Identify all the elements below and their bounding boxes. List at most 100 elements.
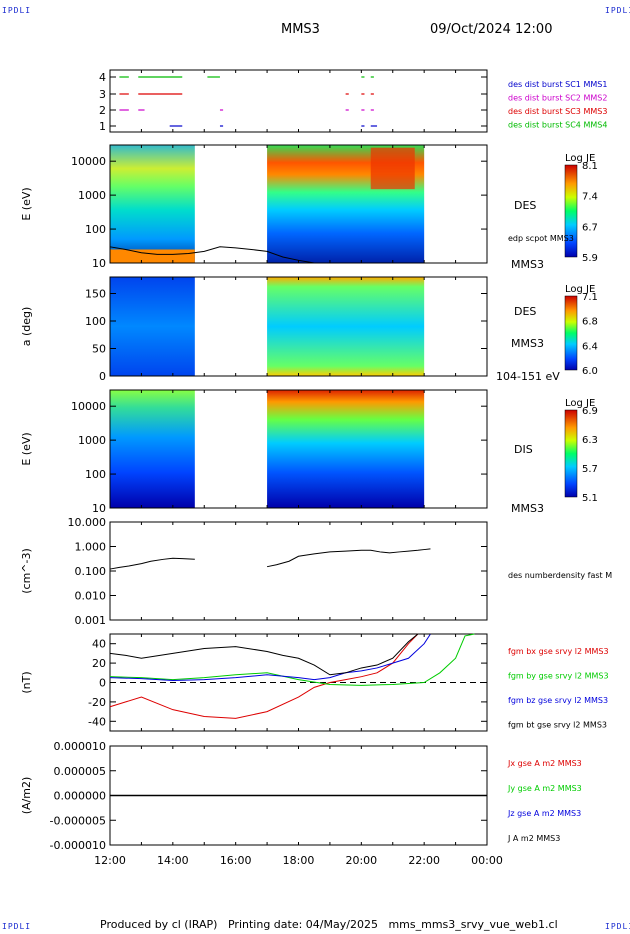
current-density-y-axis-label: (A/m2) xyxy=(20,777,33,815)
current-density-y-tick-label: -0.000005 xyxy=(50,814,106,827)
des-energy-instrument-label: DES xyxy=(514,199,536,212)
current-density-y-tick-label: -0.000010 xyxy=(50,839,106,852)
magnetic-field-series-line xyxy=(109,633,431,676)
des-energy-y-tick-label: 10000 xyxy=(71,155,106,168)
dis-energy-spectrogram-segment xyxy=(267,390,425,508)
burst-legend-entry: des dist burst SC4 MMS4 xyxy=(508,121,607,130)
x-axis-tick-label: 14:00 xyxy=(157,854,189,867)
magnetic-field-y-tick-label: 20 xyxy=(92,657,106,670)
magnetic-field-y-tick-label: 40 xyxy=(92,638,106,651)
burst-legend-entry: des dist burst SC1 MMS1 xyxy=(508,80,607,89)
x-axis-tick-label: 20:00 xyxy=(345,854,377,867)
magnetic-field-series-legend: fgm bz gse srvy l2 MMS3 xyxy=(508,696,608,705)
magnetic-field-series-line xyxy=(109,633,475,686)
magnetic-field-series-legend: fgm bt gse srvy l2 MMS3 xyxy=(508,721,607,730)
des-pitch-angle-spacecraft-label: MMS3 xyxy=(511,337,544,350)
colorbar-tick-label: 6.0 xyxy=(582,366,598,377)
footer: Produced by cl (IRAP) Printing date: 04/… xyxy=(100,918,558,931)
density-y-tick-label: 0.001 xyxy=(75,614,107,627)
colorbar-tick-label: 5.9 xyxy=(582,253,598,264)
current-density-series-legend: Jy gse A m2 MMS3 xyxy=(507,784,582,793)
burst-y-tick-label: 4 xyxy=(99,71,106,84)
current-density-series-legend: Jx gse A m2 MMS3 xyxy=(507,759,582,768)
des-pitch-angle-spectrogram-segment xyxy=(110,277,195,376)
colorbar-tick-label: 5.7 xyxy=(582,464,598,475)
x-axis-tick-label: 12:00 xyxy=(94,854,126,867)
colorbar-tick-label: 7.1 xyxy=(582,292,598,303)
spacecraft-potential-line xyxy=(109,246,315,264)
spacecraft-title: MMS3 xyxy=(281,22,320,37)
colorbar-tick-label: 5.1 xyxy=(582,493,598,504)
colorbar-tick-label: 7.4 xyxy=(582,192,598,203)
colorbar-label: Log JE xyxy=(565,284,595,295)
corner-label: IPDLI xyxy=(2,6,32,15)
colorbar xyxy=(564,295,578,371)
x-axis-tick-label: 18:00 xyxy=(283,854,315,867)
des-pitch-angle-instrument-label: DES xyxy=(514,305,536,318)
footer-product: mms_mms3_srvy_vue_web1.cl xyxy=(388,918,558,931)
des-pitch-angle-y-tick-label: 100 xyxy=(85,315,106,328)
x-axis-tick-label: 00:00 xyxy=(471,854,503,867)
dis-energy-y-tick-label: 10 xyxy=(92,502,106,515)
density-series-line xyxy=(109,557,195,570)
burst-legend-entry: des dist burst SC3 MMS3 xyxy=(508,107,607,116)
current-density-series-legend: Jz gse A m2 MMS3 xyxy=(507,809,581,818)
x-axis-tick-label: 16:00 xyxy=(220,854,252,867)
current-density-y-tick-label: 0.000000 xyxy=(54,790,107,803)
magnetic-field-y-axis-label: (nT) xyxy=(20,671,33,693)
datetime-title: 09/Oct/2024 12:00 xyxy=(430,22,553,37)
footer-printing-date: Printing date: 04/May/2025 xyxy=(227,918,378,931)
colorbar-tick-label: 6.4 xyxy=(582,341,598,352)
current-density-y-tick-label: 0.000010 xyxy=(54,740,107,753)
des-energy-spectrogram-segment xyxy=(110,145,195,263)
des-high-flux-region xyxy=(370,147,415,190)
des-energy-y-tick-label: 1000 xyxy=(78,189,106,202)
x-axis-tick-label: 22:00 xyxy=(408,854,440,867)
spacecraft-potential-legend: edp scpot MMS3 xyxy=(508,234,574,243)
colorbar xyxy=(564,164,578,258)
colorbar-tick-label: 6.7 xyxy=(582,222,598,233)
magnetic-field-series-legend: fgm bx gse srvy l2 MMS3 xyxy=(508,647,609,656)
corner-label: IPDLI xyxy=(605,6,630,15)
burst-panel-frame xyxy=(109,69,488,133)
magnetic-field-series-line xyxy=(109,633,431,719)
burst-y-tick-label: 3 xyxy=(99,88,106,101)
current-density-y-tick-label: 0.000005 xyxy=(54,765,107,778)
colorbar-tick-label: 6.8 xyxy=(582,317,598,328)
density-panel-frame xyxy=(109,521,488,621)
density-series-legend: des numberdensity fast M xyxy=(508,571,612,580)
footer-produced-by: Produced by cl (IRAP) xyxy=(100,918,218,931)
burst-legend-entry: des dist burst SC2 MMS2 xyxy=(508,94,607,103)
dis-energy-spacecraft-label: MMS3 xyxy=(511,502,544,515)
density-series-line xyxy=(266,548,431,568)
des-pitch-angle-y-axis-label: a (deg) xyxy=(20,307,33,347)
des-pitch-angle-y-tick-label: 0 xyxy=(99,370,106,383)
corner-label: IPDLI xyxy=(2,922,32,931)
colorbar-tick-label: 6.3 xyxy=(582,435,598,446)
colorbar-tick-label: 8.1 xyxy=(582,161,598,172)
magnetic-field-y-tick-label: -20 xyxy=(88,696,106,709)
colorbar-label: Log JE xyxy=(565,398,595,409)
burst-y-tick-label: 2 xyxy=(99,104,106,117)
magnetic-field-series-legend: fgm by gse srvy l2 MMS3 xyxy=(508,672,609,681)
dis-energy-spectrogram-segment xyxy=(110,390,195,508)
burst-y-tick-label: 1 xyxy=(99,120,106,133)
des-pitch-angle-spectrogram-segment xyxy=(267,277,425,376)
corner-label: IPDLI xyxy=(605,922,630,931)
magnetic-field-y-tick-label: 0 xyxy=(99,677,106,690)
dis-energy-y-tick-label: 1000 xyxy=(78,434,106,447)
density-y-axis-label: (cm^-3) xyxy=(20,548,33,594)
des-energy-spacecraft-label: MMS3 xyxy=(511,258,544,271)
des-pitch-angle-y-tick-label: 150 xyxy=(85,288,106,301)
current-density-series-legend: J A m2 MMS3 xyxy=(507,834,560,843)
density-y-tick-label: 10.000 xyxy=(68,516,107,529)
magnetic-field-y-tick-label: -40 xyxy=(88,715,106,728)
des-energy-y-axis-label: E (eV) xyxy=(20,187,33,220)
magnetic-field-series-line xyxy=(109,633,431,682)
des-photoelectron-band xyxy=(110,249,195,263)
density-y-tick-label: 0.100 xyxy=(75,565,107,578)
des-energy-y-tick-label: 100 xyxy=(85,223,106,236)
colorbar-tick-label: 6.9 xyxy=(582,406,598,417)
des-pitch-angle-y-tick-label: 50 xyxy=(92,343,106,356)
